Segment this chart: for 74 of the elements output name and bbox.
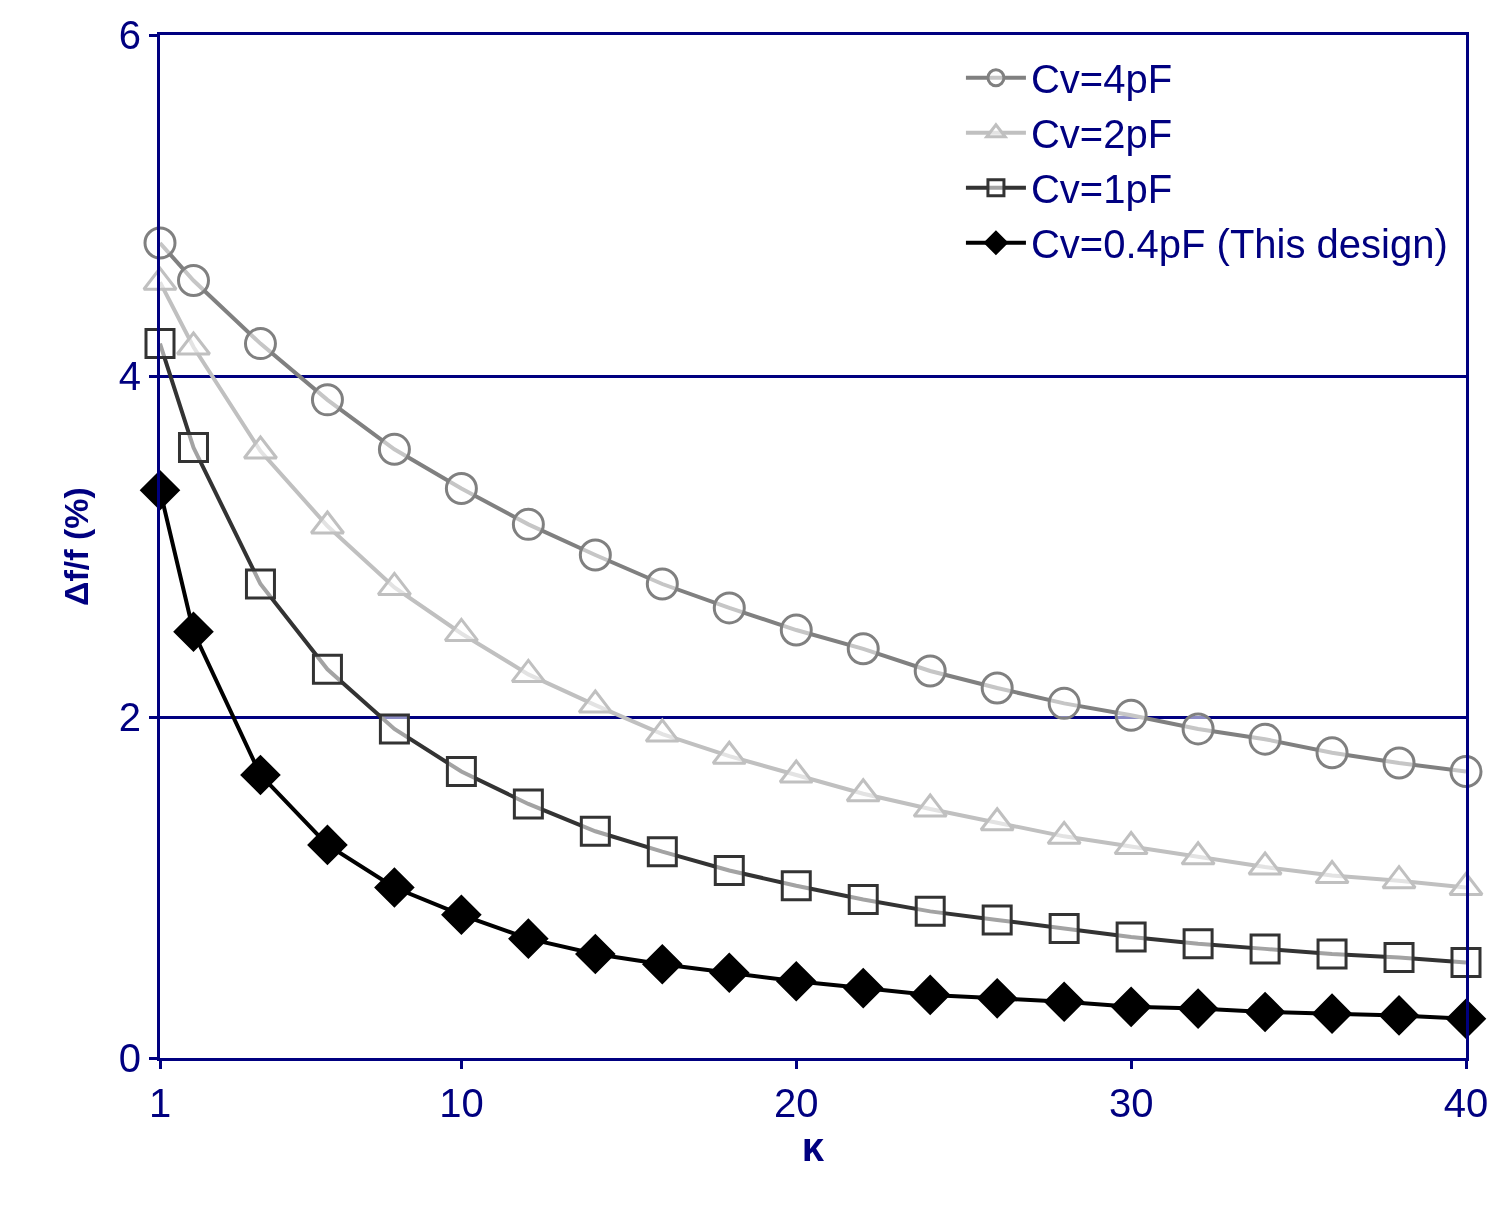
point <box>144 328 176 360</box>
point <box>913 654 947 688</box>
point <box>847 883 879 915</box>
point <box>177 432 209 464</box>
legend-label: Cv=2pF <box>1030 112 1173 157</box>
point <box>843 968 883 1008</box>
x-tick-label: 20 <box>774 1081 819 1125</box>
legend-label: Cv=0.4pF (This design) <box>1030 222 1448 267</box>
x-tick-label: 10 <box>439 1081 484 1125</box>
point <box>713 854 745 886</box>
point <box>1312 993 1352 1034</box>
x-tick-label: 1 <box>148 1081 172 1125</box>
point <box>646 836 678 868</box>
point <box>1383 941 1415 973</box>
point <box>377 432 411 466</box>
x-tick-label: 40 <box>1443 1081 1489 1125</box>
point <box>780 870 812 902</box>
point <box>1450 947 1482 979</box>
point <box>441 895 482 935</box>
point <box>243 327 277 361</box>
point <box>579 815 611 847</box>
point <box>1245 992 1285 1032</box>
point <box>1114 698 1148 732</box>
point <box>240 755 281 795</box>
point <box>1248 722 1282 756</box>
point <box>779 613 813 647</box>
point <box>1178 988 1218 1029</box>
point <box>310 383 344 417</box>
point <box>712 591 746 625</box>
point <box>709 953 749 993</box>
point <box>914 895 946 927</box>
point <box>1249 933 1281 965</box>
legend-label: Cv=4pF <box>1030 57 1173 102</box>
point <box>980 671 1014 705</box>
point <box>1048 912 1080 944</box>
point <box>575 934 616 974</box>
point <box>1315 736 1349 770</box>
y-tick-label: 2 <box>118 695 141 739</box>
point <box>645 567 679 601</box>
y-tick-label: 0 <box>118 1036 141 1080</box>
point <box>445 756 477 788</box>
point <box>1181 712 1215 746</box>
x-axis-title: κ <box>801 1125 825 1169</box>
point <box>910 975 950 1015</box>
point <box>307 825 348 865</box>
legend-label: Cv=1pF <box>1030 167 1173 212</box>
point <box>981 904 1013 936</box>
point <box>642 944 683 984</box>
point <box>512 788 544 820</box>
y-tick-label: 6 <box>118 13 141 57</box>
point <box>776 961 816 1001</box>
point <box>444 472 478 506</box>
point <box>511 507 545 541</box>
point <box>374 867 415 908</box>
point <box>977 978 1017 1019</box>
point <box>1047 686 1081 720</box>
point <box>578 538 612 572</box>
point <box>1111 987 1151 1027</box>
point <box>177 264 210 298</box>
point <box>1316 938 1348 970</box>
point <box>846 632 880 666</box>
point <box>244 568 276 600</box>
x-tick-label: 30 <box>1108 1081 1154 1125</box>
point <box>1115 921 1147 953</box>
point <box>1044 982 1084 1022</box>
point <box>508 918 549 959</box>
point <box>173 612 214 652</box>
point <box>1382 746 1416 780</box>
y-axis-title: Δf/f (%) <box>57 487 96 606</box>
point <box>1379 995 1419 1036</box>
point <box>1182 928 1214 960</box>
point <box>378 713 410 745</box>
point <box>311 653 343 685</box>
y-tick-label: 4 <box>118 354 141 398</box>
